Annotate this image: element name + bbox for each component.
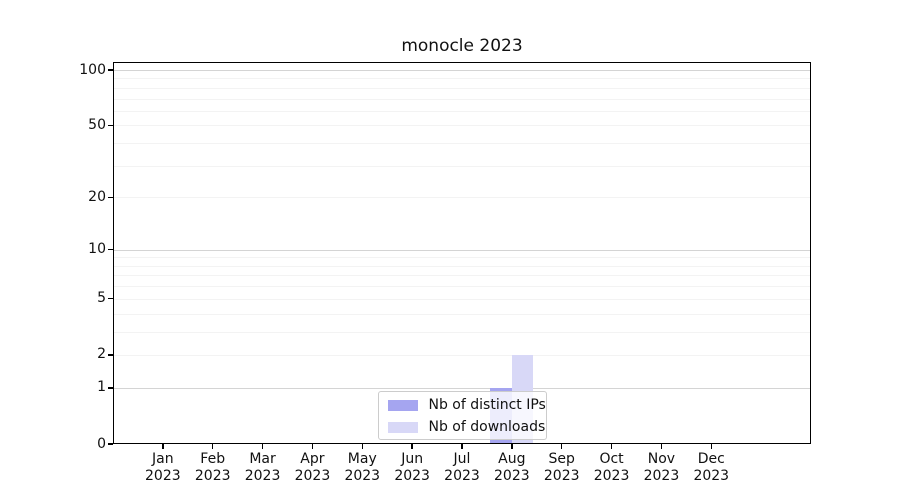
y-major-gridline: [113, 249, 811, 251]
legend: Nb of distinct IPs Nb of downloads: [377, 391, 547, 440]
x-axis-tick-label: Nov 2023: [643, 451, 680, 484]
x-axis-tick-label: Jan 2023: [145, 451, 181, 484]
x-axis-tick: [461, 444, 463, 449]
y-axis-tick: [108, 196, 113, 198]
y-minor-gridline: [113, 78, 811, 80]
legend-item: Nb of distinct IPs: [379, 394, 546, 416]
y-axis-tick-label: 20: [88, 188, 106, 205]
y-minor-gridline: [113, 286, 811, 288]
y-axis-tick: [108, 124, 113, 127]
x-axis-tick-label: Sep 2023: [543, 451, 580, 484]
y-axis-tick-label: 1: [97, 379, 106, 396]
y-axis-tick-label: 5: [97, 290, 106, 307]
y-minor-gridline: [113, 331, 811, 333]
y-minor-gridline: [113, 197, 811, 199]
y-axis-tick-label: 100: [79, 61, 106, 78]
x-axis-tick: [361, 444, 363, 449]
plot-area: Nb of distinct IPs Nb of downloads: [113, 62, 811, 444]
y-axis-tick-label: 10: [88, 241, 106, 258]
legend-item: Nb of downloads: [379, 416, 546, 438]
y-minor-gridline: [113, 110, 811, 112]
legend-label: Nb of downloads: [428, 419, 546, 435]
x-axis-tick: [710, 444, 712, 449]
x-axis-tick-label: Feb 2023: [194, 451, 231, 484]
y-axis-tick-label: 50: [88, 116, 106, 133]
x-axis-tick-label: Jun 2023: [394, 451, 430, 484]
x-axis-tick-label: Oct 2023: [593, 451, 630, 484]
x-axis-tick: [162, 444, 164, 449]
y-minor-gridline: [113, 98, 811, 100]
x-axis-tick: [311, 444, 314, 449]
y-minor-gridline: [113, 87, 811, 89]
y-axis-tick-label: 0: [97, 435, 106, 452]
x-axis-tick-label: Dec 2023: [693, 451, 730, 484]
x-axis-tick: [660, 444, 663, 449]
y-axis-tick: [108, 298, 113, 300]
axes-frame: [113, 62, 811, 444]
y-minor-gridline: [113, 275, 811, 277]
y-minor-gridline: [113, 313, 811, 315]
y-minor-gridline: [113, 257, 811, 259]
x-axis-tick-label: Mar 2023: [244, 451, 281, 484]
y-major-gridline: [113, 387, 811, 389]
y-axis-tick: [108, 69, 113, 71]
legend-label: Nb of distinct IPs: [428, 397, 546, 413]
y-axis-tick: [108, 387, 113, 389]
y-axis-tick: [108, 443, 113, 445]
x-axis-tick: [411, 444, 413, 449]
chart-title: monocle 2023: [401, 36, 523, 56]
x-axis-tick-label: May 2023: [344, 451, 381, 484]
y-minor-gridline: [113, 143, 811, 145]
x-axis-tick: [561, 444, 563, 449]
x-axis-tick-label: Aug 2023: [494, 451, 530, 484]
x-axis-tick-label: Jul 2023: [444, 451, 480, 484]
y-axis-tick: [108, 248, 113, 251]
legend-swatch-nb-of-distinct-ips: [387, 399, 418, 411]
y-axis-tick-label: 2: [97, 346, 106, 363]
y-axis-tick: [108, 354, 113, 356]
x-axis-tick: [212, 444, 214, 449]
legend-swatch-nb-of-downloads: [387, 421, 418, 433]
x-axis-tick: [261, 444, 264, 449]
y-minor-gridline: [113, 125, 811, 127]
x-axis-tick: [511, 444, 513, 449]
y-minor-gridline: [113, 354, 811, 356]
y-minor-gridline: [113, 165, 811, 167]
y-minor-gridline: [113, 265, 811, 267]
x-axis-tick-label: Apr 2023: [294, 451, 331, 484]
y-major-gridline: [113, 70, 811, 71]
x-axis-tick: [610, 444, 613, 449]
y-minor-gridline: [113, 298, 811, 300]
